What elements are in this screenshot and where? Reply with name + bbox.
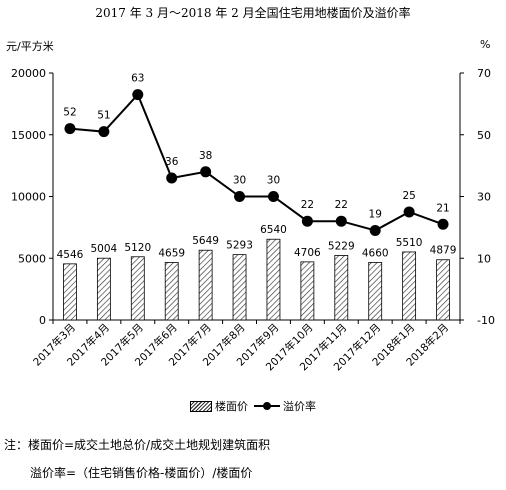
line-value-label: 38	[199, 150, 212, 162]
bar-value-label: 4706	[294, 247, 321, 259]
line-value-label: 51	[97, 110, 110, 122]
line-value-label: 63	[131, 73, 144, 85]
line-value-label: 36	[165, 156, 179, 168]
legend-line-label: 溢价率	[283, 400, 316, 413]
bar-value-label: 5510	[396, 237, 423, 249]
bar-value-label: 6540	[260, 224, 287, 236]
line-point	[234, 191, 246, 202]
line-point	[403, 206, 415, 218]
legend-bar-label: 楼面价	[215, 400, 248, 413]
note-floor-price: 注：楼面价=成交土地总价/成交土地规划建筑面积	[4, 438, 271, 452]
line-point	[132, 89, 144, 101]
line-point	[98, 126, 110, 138]
line-point	[64, 123, 76, 135]
line-point	[267, 191, 279, 202]
bar-value-label: 5229	[328, 240, 355, 252]
bar-value-label: 4660	[362, 247, 389, 259]
right-tick-label: 70	[477, 67, 491, 80]
bar	[266, 238, 281, 321]
bar	[402, 251, 417, 321]
left-tick-label: 5000	[18, 252, 46, 265]
left-tick-label: 15000	[11, 129, 46, 142]
line-value-label: 22	[335, 199, 348, 211]
line-value-label: 52	[63, 107, 76, 119]
bar-value-label: 4659	[158, 247, 185, 259]
right-tick-label: -10	[477, 314, 495, 327]
right-tick-label: 10	[477, 252, 491, 265]
line-value-label: 30	[267, 175, 280, 187]
bar	[334, 255, 349, 321]
bar-value-label: 4879	[430, 245, 457, 257]
bar	[130, 256, 145, 321]
line-value-label: 30	[233, 175, 246, 187]
left-tick-label: 20000	[11, 67, 46, 80]
bar-value-label: 5649	[192, 235, 219, 247]
right-tick-label: 30	[477, 191, 491, 204]
line-point	[437, 218, 449, 230]
chart-plot: 05000100001500020000-10103050702017年3月20…	[11, 67, 495, 373]
line-value-label: 25	[402, 190, 415, 202]
right-axis-unit: %	[480, 38, 491, 51]
legend: 楼面价 溢价率	[190, 398, 316, 414]
line-point	[335, 215, 347, 227]
chart-title: 2017 年 3 月～2018 年 2 月全国住宅用地楼面价及溢价率	[95, 6, 411, 20]
line-value-label: 19	[369, 208, 382, 220]
bar-value-label: 5293	[226, 240, 253, 252]
bar	[436, 259, 450, 321]
legend-bar-swatch	[190, 400, 212, 412]
bar	[232, 254, 247, 321]
bar-value-label: 4546	[57, 249, 84, 261]
right-tick-label: 50	[477, 129, 491, 142]
line-value-label: 22	[301, 199, 314, 211]
bar	[368, 262, 383, 321]
left-tick-label: 0	[39, 314, 46, 327]
line-point	[166, 172, 178, 184]
line-value-label: 21	[436, 202, 449, 214]
note-premium-rate: 溢价率=（住宅销售价格-楼面价）/楼面价	[30, 466, 253, 480]
bar-value-label: 5004	[91, 243, 118, 255]
legend-line-swatch	[254, 400, 280, 412]
bar	[63, 263, 77, 321]
line-point	[301, 215, 313, 227]
left-axis-unit: 元/平方米	[6, 40, 54, 53]
bar	[300, 261, 315, 321]
bar-value-label: 5120	[124, 242, 151, 254]
premium-line	[69, 92, 444, 232]
bar	[198, 249, 213, 321]
line-point	[369, 224, 381, 236]
bar	[96, 257, 111, 321]
left-tick-label: 10000	[11, 191, 46, 204]
line-point	[200, 166, 212, 178]
bar	[164, 262, 179, 321]
